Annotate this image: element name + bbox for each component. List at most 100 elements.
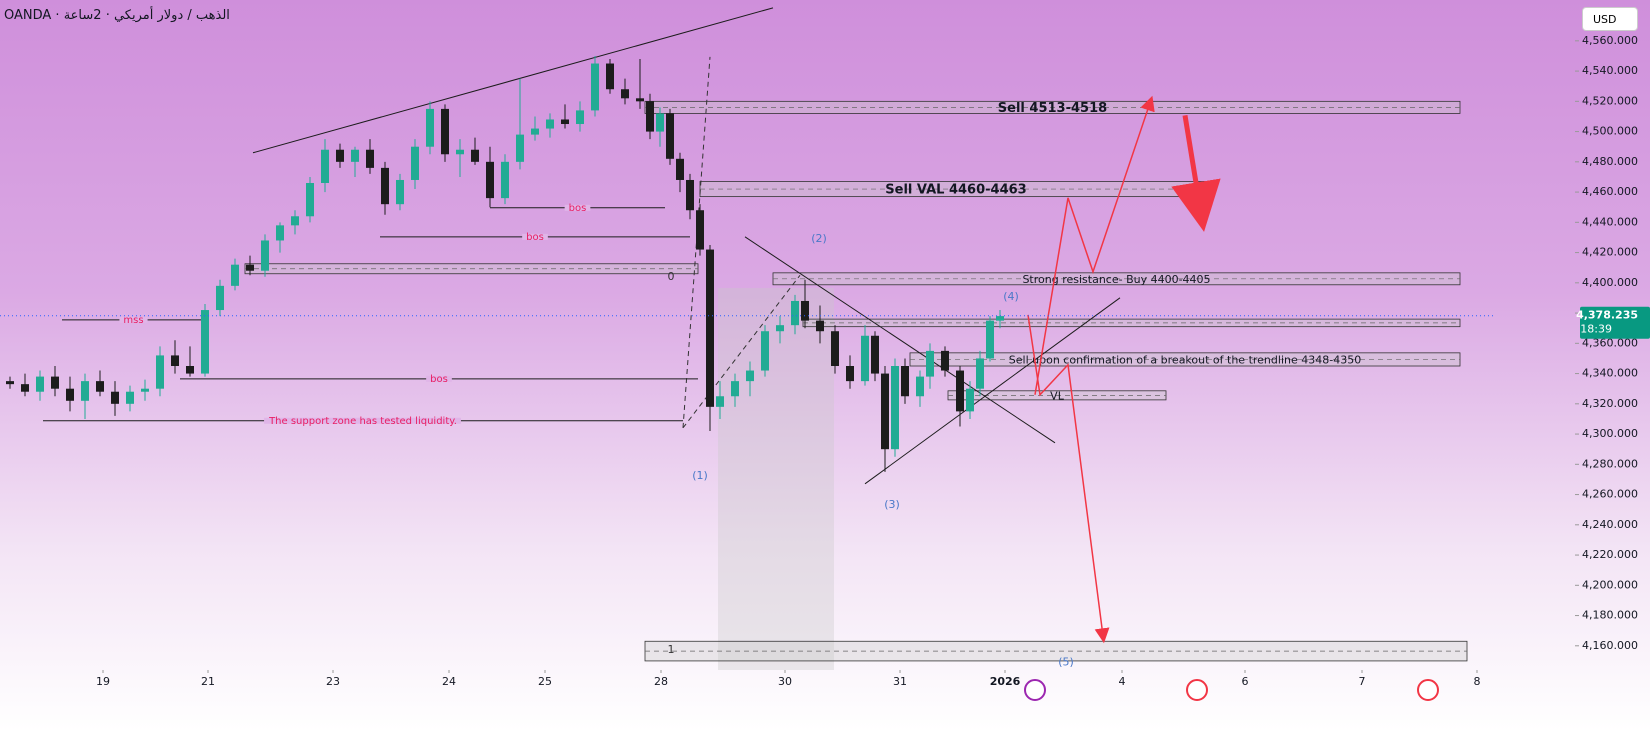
candle-body: [996, 316, 1004, 321]
candle-body: [486, 161, 494, 199]
x-tick-label: 31: [893, 675, 907, 688]
zone-label: Sell upon confirmation of a breakout of …: [1009, 353, 1361, 366]
trend-line: [1171, 114, 1221, 232]
candle-body: [621, 89, 629, 99]
level-label: mss: [123, 315, 143, 326]
x-tick-label: 4: [1119, 675, 1126, 688]
candle-body: [306, 183, 314, 217]
x-tick-label: 28: [654, 675, 668, 688]
candle-body: [861, 335, 869, 382]
event-icon: [1417, 679, 1439, 701]
zone-label: Strong resistance- Buy 4400-4405: [1022, 273, 1210, 286]
y-tick-label: 4,160.000: [1582, 639, 1638, 652]
wave-label: (5): [1058, 656, 1074, 669]
candle-body: [956, 370, 964, 412]
candle-body: [441, 108, 449, 155]
y-tick-label: 4,460.000: [1582, 185, 1638, 198]
candle-body: [761, 331, 769, 371]
candle-body: [336, 149, 344, 162]
label-gap: [119, 316, 148, 323]
event-icon: [1186, 679, 1208, 701]
candle-body: [561, 119, 569, 125]
candle-body: [426, 108, 434, 147]
candle-body: [891, 366, 899, 450]
trend-line: [252, 7, 774, 154]
range-shade: [718, 288, 834, 670]
candle-body: [941, 350, 949, 371]
candle-body: [676, 158, 684, 180]
candle-body: [731, 381, 739, 397]
trend-line: [1027, 314, 1110, 644]
y-tick-label: 4,500.000: [1582, 125, 1638, 138]
candle-body: [636, 98, 644, 102]
x-tick-label: 24: [442, 675, 456, 688]
y-tick-label: 4,440.000: [1582, 215, 1638, 228]
candle-body: [471, 149, 479, 162]
candle-body: [791, 300, 799, 326]
y-tick-label: 4,320.000: [1582, 397, 1638, 410]
candle-body: [66, 388, 74, 401]
y-tick-label: 4,420.000: [1582, 246, 1638, 259]
y-tick-label: 4,200.000: [1582, 578, 1638, 591]
x-tick-label: 7: [1359, 675, 1366, 688]
y-tick-label: 4,560.000: [1582, 34, 1638, 47]
candle-body: [871, 335, 879, 374]
y-tick-label: 4,360.000: [1582, 336, 1638, 349]
candle-body: [656, 113, 664, 132]
candle-body: [881, 373, 889, 450]
y-tick-label: 4,260.000: [1582, 488, 1638, 501]
level-label: bos: [430, 374, 448, 385]
candle-body: [646, 101, 654, 132]
candle-body: [986, 320, 994, 359]
candle-body: [816, 320, 824, 332]
candle-body: [516, 134, 524, 162]
level-label: bos: [569, 203, 587, 214]
candle-body: [36, 376, 44, 392]
x-tick-label: 25: [538, 675, 552, 688]
y-tick-label: 4,180.000: [1582, 609, 1638, 622]
candle-body: [716, 396, 724, 407]
candle-body: [916, 376, 924, 397]
last-price-label: 4,378.235: [1576, 309, 1638, 322]
y-tick-label: 4,340.000: [1582, 367, 1638, 380]
zone-label: Sell 4513-4518: [998, 101, 1107, 116]
candle-body: [216, 285, 224, 311]
candle-body: [201, 310, 209, 374]
wave-label: (1): [692, 469, 708, 482]
currency-button[interactable]: USD: [1582, 7, 1638, 31]
candle-body: [321, 149, 329, 184]
candle-body: [696, 210, 704, 250]
candle-body: [51, 376, 59, 389]
trend-line: [744, 236, 1056, 444]
candle-body: [381, 167, 389, 205]
candle-body: [606, 63, 614, 90]
x-tick-label: 21: [201, 675, 215, 688]
candle-body: [546, 119, 554, 129]
label-gap: [426, 375, 452, 382]
candle-body: [156, 355, 164, 389]
x-tick-label: 30: [778, 675, 792, 688]
event-icon: [1024, 679, 1046, 701]
candle-body: [111, 391, 119, 404]
candle-body: [966, 388, 974, 412]
countdown: 18:39: [1580, 323, 1612, 336]
x-tick-label: 2026: [990, 675, 1021, 688]
candle-body: [261, 240, 269, 271]
candle-body: [396, 179, 404, 205]
level-label: The support zone has tested liquidity.: [268, 416, 457, 427]
candle-body: [846, 366, 854, 382]
y-tick-label: 4,540.000: [1582, 64, 1638, 77]
trend-line: [1034, 95, 1155, 395]
x-tick-label: 8: [1474, 675, 1481, 688]
candle-body: [591, 63, 599, 111]
y-tick-label: 4,520.000: [1582, 94, 1638, 107]
candle-body: [926, 350, 934, 377]
zone: [644, 640, 1468, 662]
candle-body: [706, 249, 714, 407]
y-tick-label: 4,240.000: [1582, 518, 1638, 531]
label-gap: [564, 204, 591, 211]
wave-label: 0: [668, 270, 675, 283]
candle-body: [276, 225, 284, 241]
x-tick-label: 19: [96, 675, 110, 688]
y-tick-label: 4,400.000: [1582, 276, 1638, 289]
